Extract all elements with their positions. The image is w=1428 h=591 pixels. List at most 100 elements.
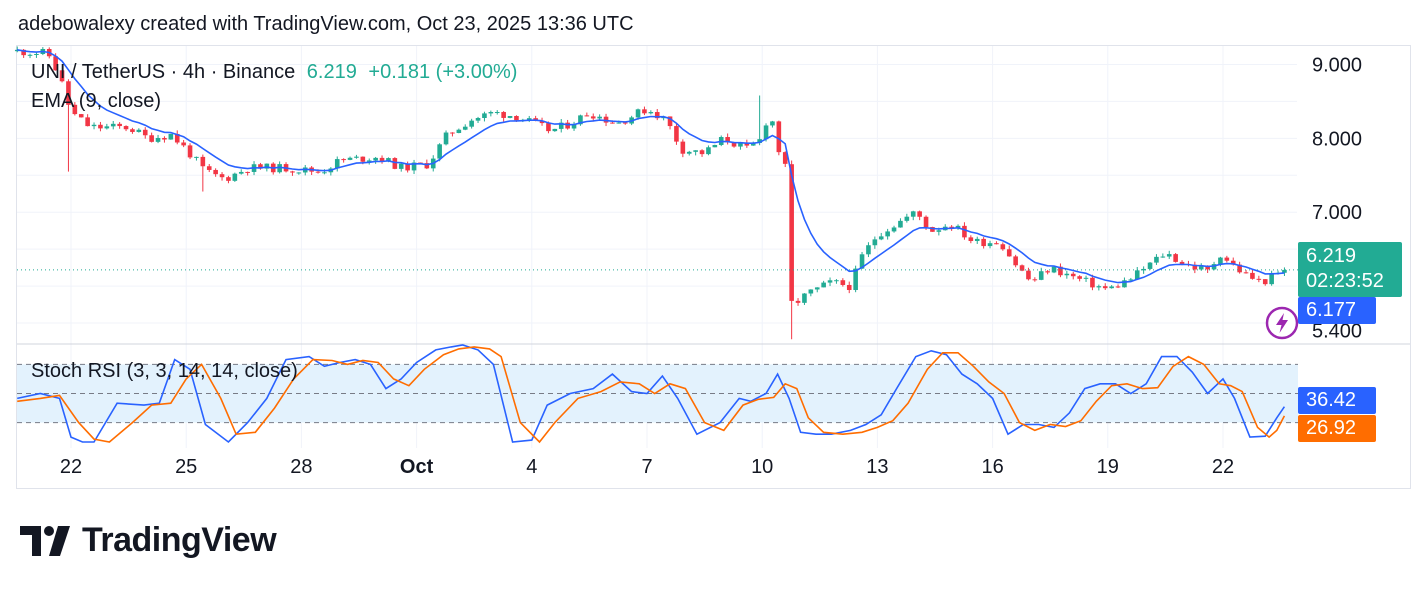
candle-body — [533, 118, 538, 121]
axis-labels: 9.000 8.000 7.000 5.400 22 25 28 Oct 4 7 10 13 16 19 2… — [60, 54, 1362, 478]
candle-body — [635, 109, 641, 118]
candle-body — [1045, 271, 1050, 273]
candle-body — [296, 172, 302, 174]
candle-body — [610, 122, 615, 124]
candle-body — [450, 132, 455, 134]
candle-body — [795, 300, 801, 303]
candle-body — [398, 163, 404, 169]
candle-body — [1013, 256, 1018, 266]
candle-body — [578, 115, 583, 125]
candle-body — [258, 164, 263, 169]
candle-body — [110, 123, 116, 127]
candle-body — [955, 225, 961, 228]
bar-countdown: 02:23:52 — [1306, 270, 1384, 292]
stoch-rsi-lines — [17, 344, 1286, 444]
candle-body — [1077, 276, 1082, 279]
stoch-d-line — [17, 346, 1286, 444]
candle-body — [1256, 278, 1262, 280]
candle-body — [622, 122, 628, 124]
candle-body — [354, 156, 359, 158]
candle-body — [757, 139, 762, 143]
candle-body — [334, 159, 340, 169]
ema-legend[interactable]: EMA (9, close) — [31, 90, 162, 112]
candle-body — [206, 166, 212, 170]
candle-body — [462, 126, 468, 130]
candle-body — [456, 129, 462, 133]
candlestick-series — [14, 46, 1298, 340]
candle-body — [1051, 266, 1057, 273]
candle-body — [1205, 266, 1210, 270]
candle-body — [213, 169, 218, 175]
symbol-name: UNI / TetherUS · 4h · Binance — [31, 61, 296, 83]
candle-body — [616, 122, 622, 124]
candle-body — [1198, 266, 1204, 270]
candle-body — [1224, 257, 1230, 261]
candle-body — [162, 137, 167, 140]
x-tick-label: 7 — [641, 456, 652, 478]
stoch-k-value: 36.42 — [1306, 389, 1357, 411]
candle-body — [846, 284, 852, 291]
lightning-icon[interactable] — [1264, 305, 1300, 341]
candle-body — [744, 142, 750, 146]
candle-body — [475, 118, 481, 121]
candle-body — [987, 243, 993, 247]
candle-body — [910, 211, 916, 217]
candle-body — [962, 225, 967, 238]
candle-body — [514, 116, 519, 121]
candle-body — [552, 128, 558, 132]
last-price-value: 6.219 — [1306, 245, 1357, 267]
candle-body — [974, 238, 980, 242]
candle-body — [1134, 270, 1140, 280]
ema-9-line — [17, 49, 1285, 284]
candle-body — [1269, 273, 1274, 285]
candle-body — [130, 129, 135, 132]
candle-body — [680, 141, 686, 154]
candle-body — [226, 177, 231, 181]
symbol-legend[interactable]: UNI / TetherUS · 4h · Binance 6.219 +0.1… — [31, 61, 517, 84]
price-change: +0.181 (+3.00%) — [368, 61, 518, 83]
candle-body — [1064, 273, 1070, 276]
candle-body — [187, 145, 193, 158]
candle-body — [78, 114, 84, 118]
candle-body — [1038, 271, 1044, 280]
candle-body — [1096, 286, 1102, 288]
candle-body — [59, 70, 65, 82]
candle-body — [1122, 280, 1127, 288]
candle-body — [654, 112, 660, 119]
candle-body — [853, 268, 858, 291]
candle-body — [782, 152, 788, 164]
candle-body — [315, 171, 321, 173]
candle-body — [1282, 269, 1287, 273]
y-tick-label: 9.000 — [1312, 54, 1362, 76]
candle-body — [571, 124, 577, 129]
candle-body — [763, 125, 769, 140]
candle-body — [789, 164, 794, 301]
stoch-k-line — [17, 344, 1286, 444]
ema-price-tag: 6.177 — [1298, 297, 1376, 324]
x-tick-label: Oct — [400, 456, 434, 478]
candle-body — [891, 227, 897, 232]
candle-body — [1090, 277, 1095, 288]
candle-body — [136, 129, 142, 132]
candle-body — [770, 121, 775, 126]
candle-body — [341, 159, 346, 161]
ema-price-value: 6.177 — [1306, 299, 1357, 321]
candle-body — [603, 116, 609, 123]
candle-body — [1160, 256, 1166, 258]
candle-body — [482, 113, 487, 119]
candle-body — [859, 254, 865, 269]
candle-body — [750, 142, 756, 146]
stoch-rsi-legend[interactable]: Stoch RSI (3, 3, 14, 14, close) — [31, 360, 298, 382]
candle-body — [840, 280, 846, 285]
candle-body — [488, 112, 494, 114]
candle-body — [104, 126, 110, 129]
candle-body — [904, 216, 910, 221]
candle-body — [590, 116, 596, 119]
x-tick-label: 25 — [175, 456, 197, 478]
tradingview-logo[interactable]: TradingView — [20, 521, 277, 560]
candle-body — [968, 237, 974, 242]
candle-body — [981, 238, 986, 247]
candle-body — [1058, 266, 1063, 276]
x-tick-label: 16 — [981, 456, 1003, 478]
